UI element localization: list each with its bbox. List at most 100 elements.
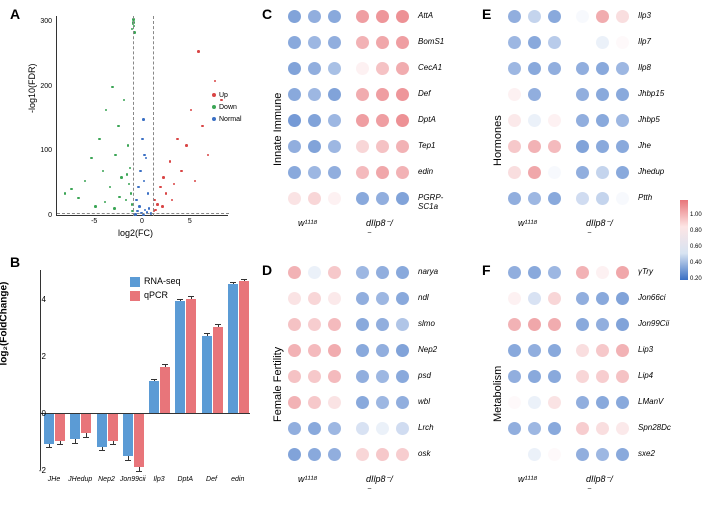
volcano-point [185,144,188,147]
heatmap-dot [356,370,369,383]
heatmap-dot [528,370,541,383]
heatmap-dot [508,344,521,357]
heatmap-dot [616,422,629,435]
gene-label: Lip4 [638,371,653,380]
heatmap-dot [396,62,409,75]
heatmap-dot [376,448,389,461]
heatmap-dot [328,140,341,153]
panel-label: C [262,6,272,22]
heatmap-dot [528,192,541,205]
heatmap-dot [548,140,561,153]
bar-legend: RNA-seqqPCR [130,274,181,302]
heatmap-dot [596,292,609,305]
heatmap-dot [616,192,629,205]
heatmap-dot [548,396,561,409]
heatmap-dot [528,114,541,127]
heatmap-dot [576,140,589,153]
heatmap-dot [308,344,321,357]
gene-label: Nep2 [418,345,437,354]
heatmap-dot [528,422,541,435]
volcano-ylabel: -log10(FDR) [27,63,37,113]
heatmap-dot [288,318,301,331]
heatmap-dot [376,192,389,205]
heatmap-xlabel: w¹¹¹⁸ [298,218,317,228]
heatmap-dot [396,88,409,101]
ytick: 4 [42,295,46,304]
heatmap-dot [376,140,389,153]
heatmap-dot [508,370,521,383]
volcano-point [130,192,133,195]
heatmap-dot [308,192,321,205]
heatmap-dot [596,192,609,205]
heatmap-dot [356,36,369,49]
heatmap-ylabel: Female Fertility [272,322,284,422]
panel-a-label: A [10,6,20,22]
bar [228,284,238,413]
heatmap-dot [508,140,521,153]
volcano-point [127,144,130,147]
heatmap-dot [528,292,541,305]
heatmap-dot [508,10,521,23]
heatmap-dot [508,422,521,435]
heatmap-dot [308,114,321,127]
heatmap-dot [288,114,301,127]
heatmap-dot [508,318,521,331]
gene-label: PGRP-SC1a [418,193,443,211]
bar [55,413,65,442]
volcano-point [148,207,151,210]
heatmap-dot [328,370,341,383]
gene-label: Jhedup [638,167,664,176]
gene-label: CecA1 [418,63,442,72]
gene-label: edin [418,167,433,176]
heatmap-dot [288,62,301,75]
gene-label: slmo [418,319,435,328]
bar [108,413,118,442]
legend-item: Normal [212,114,242,126]
volcano-point [105,109,108,112]
gene-label: Jhbp5 [638,115,660,124]
heatmap-dot [396,140,409,153]
heatmap-dot [308,166,321,179]
heatmap-dot [528,448,541,461]
heatmap-dot [396,266,409,279]
volcano-point [162,176,165,179]
bar [149,381,159,412]
xtick: -5 [91,218,97,225]
heatmap-xlabel: dIlp8⁻/⁻ [366,218,393,240]
heatmap-dot [508,396,521,409]
volcano-point [84,180,87,183]
heatmap-dot [596,36,609,49]
legend-item: Up [212,90,242,102]
heatmap-dot [508,448,521,461]
heatmap-dot [508,114,521,127]
heatmap-dot [596,166,609,179]
heatmap-dot [616,114,629,127]
volcano-axes [56,16,228,216]
heatmap-dot [508,88,521,101]
volcano-point [190,109,193,112]
gene-label: Ptth [638,193,652,202]
heatmap-dot [308,62,321,75]
bar [213,327,223,413]
heatmap-dot [396,292,409,305]
bar-category: edin [223,476,253,483]
gene-label: psd [418,371,431,380]
volcano-point [98,138,101,141]
gene-label: Jon66ci [638,293,666,302]
volcano-point [125,199,128,202]
ytick: 2 [42,352,46,361]
ytick: 0 [42,409,46,418]
volcano-point [129,167,132,170]
heatmap-dot [288,192,301,205]
heatmap-dot [508,62,521,75]
bar-xaxis [40,413,250,414]
heatmap-dot [596,422,609,435]
heatmap-dot [548,422,561,435]
volcano-point [159,186,162,189]
heatmap-dot [528,88,541,101]
heatmap-dot [508,192,521,205]
gene-label: Lip3 [638,345,653,354]
heatmap-dot [356,166,369,179]
heatmap-dot [356,396,369,409]
gene-label: Ilp3 [638,11,651,20]
